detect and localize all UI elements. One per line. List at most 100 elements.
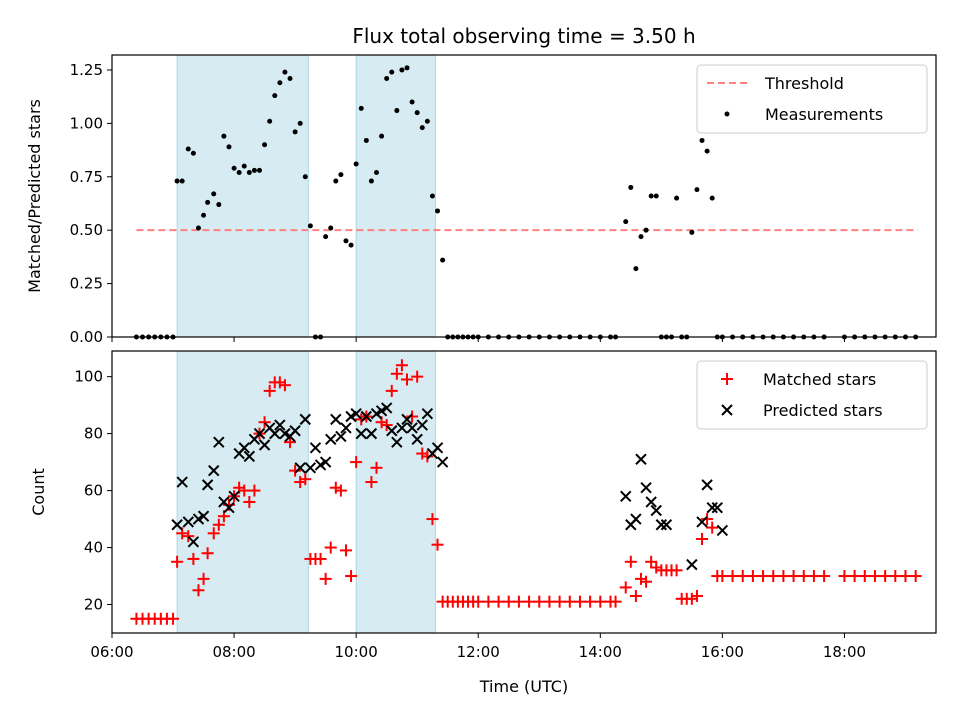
predicted-point: [635, 453, 647, 465]
measurement-point: [231, 165, 237, 171]
predicted-point: [431, 442, 444, 454]
measurement-point: [399, 67, 405, 73]
predicted-point: [187, 536, 200, 548]
predicted-point: [171, 519, 183, 531]
matched-point: [848, 570, 861, 583]
predicted-point: [182, 516, 195, 528]
matched-point: [818, 570, 831, 583]
matched-point: [365, 476, 378, 489]
measurement-point: [419, 125, 425, 131]
measurement-point: [638, 234, 644, 240]
measurement-point: [694, 187, 700, 193]
y-tick-label: 1.00: [70, 114, 103, 132]
measurement-point: [221, 133, 227, 139]
measurement-point: [653, 193, 659, 199]
matched-point: [716, 570, 729, 583]
matched-point: [670, 564, 683, 577]
measurement-point: [623, 219, 629, 225]
matched-point: [838, 570, 851, 583]
predicted-point: [299, 413, 311, 426]
matched-point: [706, 521, 719, 534]
legend-measurements-swatch: [724, 111, 730, 117]
predicted-point: [421, 407, 434, 420]
predicted-point: [401, 413, 413, 426]
matched-point: [334, 484, 347, 497]
matched-point: [171, 555, 184, 568]
predicted-point: [380, 402, 393, 414]
measurement-point: [414, 110, 420, 116]
predicted-point: [620, 490, 632, 502]
matched-point: [319, 572, 332, 585]
legend-matched-label: Matched stars: [763, 370, 876, 389]
legend-measurements-label: Measurements: [765, 105, 883, 124]
predicted-point: [309, 442, 322, 454]
matched-point: [329, 481, 342, 494]
matched-point: [355, 413, 368, 426]
measurement-point: [292, 129, 298, 135]
count-panel: 20 40 60 80 100 06:00 08:00 10:00 12:00 14:00 16:…: [29, 350, 937, 696]
matched-point: [390, 367, 403, 380]
matched-point: [201, 547, 214, 560]
predicted-point: [274, 419, 286, 431]
measurement-point: [333, 178, 339, 184]
predicted-point: [304, 462, 317, 474]
matched-point: [395, 359, 408, 372]
measurement-point: [358, 105, 364, 111]
observing-intervals: [176, 350, 436, 634]
matched-point: [736, 570, 749, 583]
matched-point: [182, 530, 195, 543]
predicted-point: [325, 433, 337, 446]
measurement-point: [195, 225, 201, 231]
measurement-point: [628, 184, 634, 190]
count-panel-frame: [111, 350, 937, 634]
y-tick-label: 0.00: [70, 328, 103, 346]
predicted-point: [686, 558, 698, 571]
predicted-point: [228, 490, 240, 502]
matched-point: [868, 570, 881, 583]
matched-point: [619, 581, 632, 594]
predicted-point: [238, 442, 250, 454]
matched-point: [553, 595, 566, 608]
x-tick-label: 14:00: [579, 643, 622, 661]
measurement-point: [440, 257, 446, 263]
count-legend: Matched stars Predicted stars: [696, 360, 928, 430]
measurement-point: [633, 266, 639, 272]
x-tick-label: 12:00: [457, 643, 500, 661]
predicted-point: [213, 436, 225, 448]
measurement-point: [338, 172, 344, 178]
predicted-point: [258, 439, 271, 451]
y-tick-label: 0.50: [70, 221, 103, 239]
y-tick-label: 60: [84, 482, 103, 500]
matched-point: [858, 570, 871, 583]
measurement-point: [241, 163, 247, 169]
matched-point: [324, 541, 337, 554]
measurement-point: [704, 148, 710, 154]
measurement-point: [282, 69, 288, 75]
measurement-point: [384, 76, 390, 81]
matched-point: [243, 495, 256, 508]
matched-point: [345, 570, 358, 583]
matched-point: [512, 595, 525, 608]
measurement-point: [699, 137, 705, 143]
matched-point: [767, 570, 780, 583]
predicted-point: [319, 456, 332, 468]
measurement-point: [379, 133, 385, 139]
measurement-point: [272, 93, 278, 99]
predicted-point: [711, 501, 723, 514]
predicted-point: [645, 496, 657, 508]
predicted-point: [269, 427, 281, 440]
matched-point: [746, 570, 759, 583]
matched-point: [573, 595, 586, 608]
predicted-point: [243, 450, 256, 463]
count-x-axis: 06:00 08:00 10:00 12:00 14:00 16:00 18:00: [90, 633, 866, 661]
matched-point: [167, 612, 180, 625]
matched-point: [492, 595, 505, 608]
y-tick-label: 100: [74, 368, 103, 386]
matched-point: [406, 410, 419, 423]
predicted-point: [289, 425, 301, 437]
matched-point: [411, 370, 424, 383]
measurement-point: [201, 212, 207, 218]
measurement-point: [246, 170, 252, 175]
matched-point: [421, 450, 434, 463]
matched-point: [889, 570, 902, 583]
